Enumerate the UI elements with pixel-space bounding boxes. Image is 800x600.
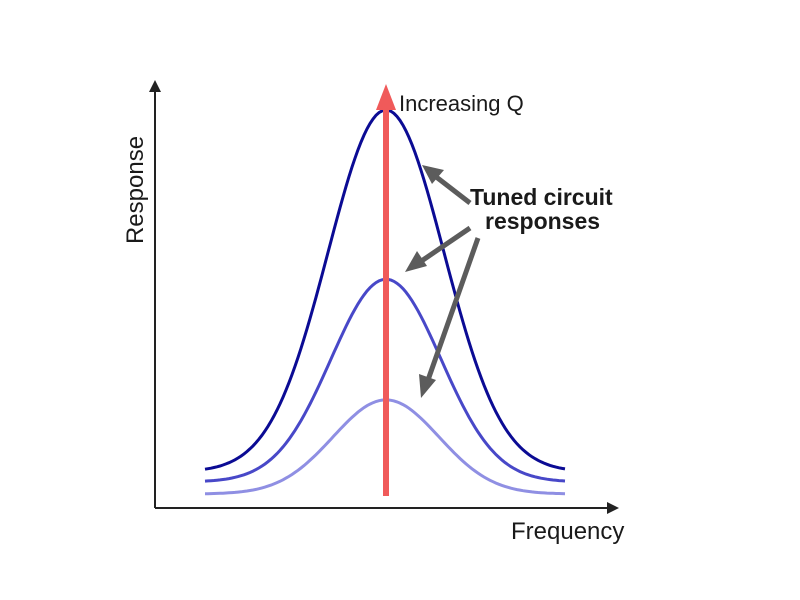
pointer-arrows xyxy=(405,165,481,398)
increasing-q-label: Increasing Q xyxy=(399,91,524,116)
increasing-q-arrow xyxy=(376,84,396,496)
pointer-arrow-bottom xyxy=(419,237,481,398)
annotation-line-1: Tuned circuit xyxy=(470,184,613,210)
pointer-arrow-middle xyxy=(405,225,472,272)
annotation-line-2: responses xyxy=(485,208,600,234)
y-axis-label: Response xyxy=(122,136,149,244)
x-axis-label: Frequency xyxy=(511,518,624,545)
pointer-arrow-top xyxy=(422,165,472,205)
